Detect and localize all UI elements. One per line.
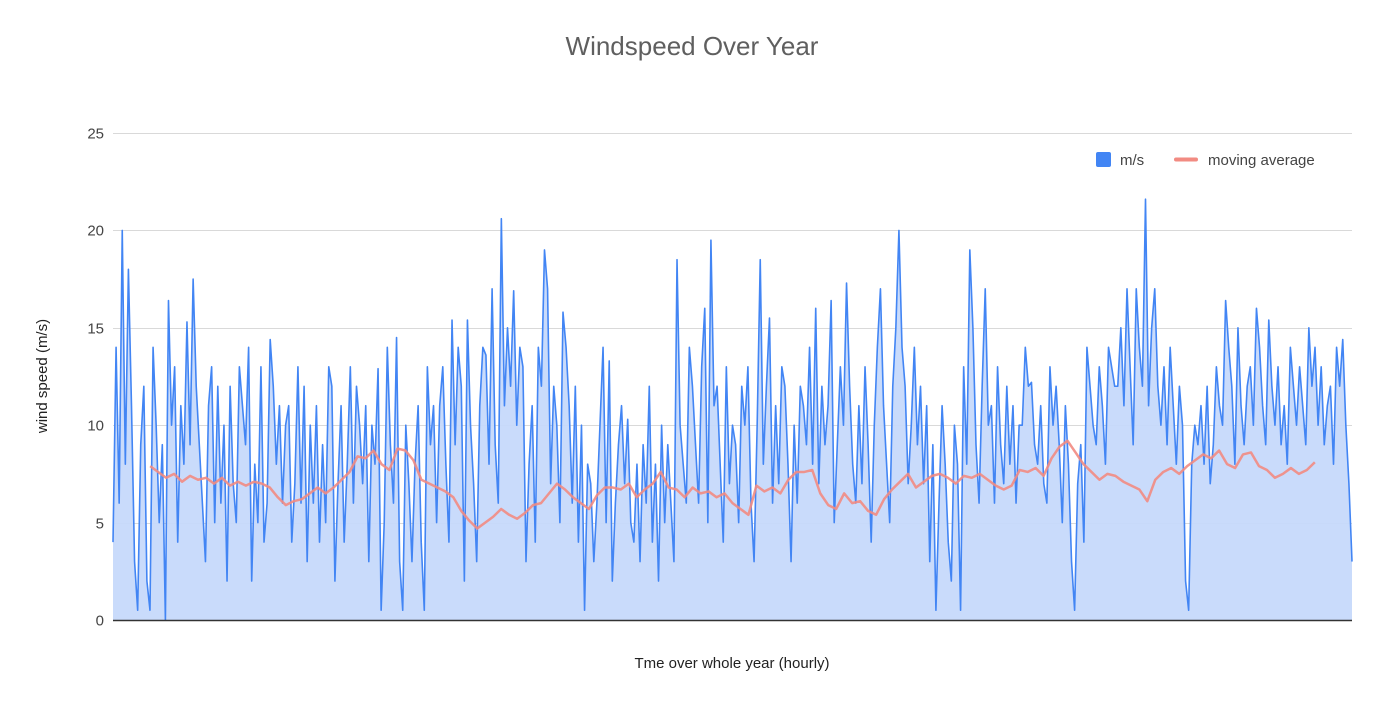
legend-label-m-s: m/s xyxy=(1120,152,1144,169)
series-area-m-s xyxy=(112,198,1353,621)
y-tick-label-5: 5 xyxy=(96,516,104,533)
legend-label-moving-average: moving average xyxy=(1208,152,1315,169)
y-tick-label-25: 25 xyxy=(87,126,104,143)
y-tick-label-0: 0 xyxy=(96,613,104,630)
series-area-fill xyxy=(113,199,1352,621)
x-axis-title: Tme over whole year (hourly) xyxy=(634,655,829,672)
moving-average-line xyxy=(149,439,1316,530)
y-axis-ticks: 0 5 10 15 20 25 xyxy=(87,126,104,630)
series-area-line xyxy=(112,198,1353,621)
y-tick-label-15: 15 xyxy=(87,321,104,338)
y-axis-title: wind speed (m/s) xyxy=(34,319,51,434)
legend: m/s moving average xyxy=(1096,152,1315,169)
y-tick-label-10: 10 xyxy=(87,418,104,435)
chart-title: Windspeed Over Year xyxy=(566,31,819,61)
y-tick-label-20: 20 xyxy=(87,223,104,240)
legend-swatch-m-s xyxy=(1096,152,1111,167)
series-line-moving-average xyxy=(149,439,1316,530)
